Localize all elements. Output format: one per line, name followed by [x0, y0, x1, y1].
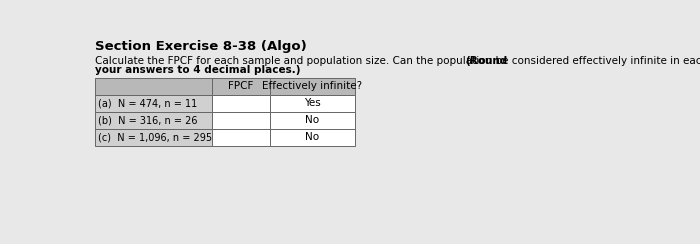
- Bar: [211, 95, 270, 112]
- Text: (Round: (Round: [466, 56, 507, 66]
- Bar: [95, 78, 211, 95]
- Text: No: No: [305, 115, 319, 125]
- Bar: [211, 129, 270, 146]
- Bar: [211, 78, 270, 95]
- Text: your answers to 4 decimal places.): your answers to 4 decimal places.): [95, 65, 301, 75]
- Text: Section Exercise 8-38 (Algo): Section Exercise 8-38 (Algo): [95, 40, 307, 53]
- Text: (b)  N = 316, n = 26: (b) N = 316, n = 26: [98, 115, 198, 125]
- Text: Yes: Yes: [304, 98, 321, 108]
- Text: (a)  N = 474, n = 11: (a) N = 474, n = 11: [98, 98, 197, 108]
- Text: (c)  N = 1,096, n = 295: (c) N = 1,096, n = 295: [98, 132, 213, 142]
- Bar: [211, 112, 270, 129]
- Bar: [95, 95, 211, 112]
- Bar: [270, 129, 355, 146]
- Bar: [95, 112, 211, 129]
- Text: FPCF: FPCF: [228, 81, 253, 91]
- Bar: [95, 129, 211, 146]
- Text: Effectively infinite?: Effectively infinite?: [262, 81, 363, 91]
- Bar: [270, 112, 355, 129]
- Text: No: No: [305, 132, 319, 142]
- Bar: [270, 95, 355, 112]
- Bar: [270, 78, 355, 95]
- Text: Calculate the FPCF for each sample and population size. Can the population be co: Calculate the FPCF for each sample and p…: [95, 56, 700, 66]
